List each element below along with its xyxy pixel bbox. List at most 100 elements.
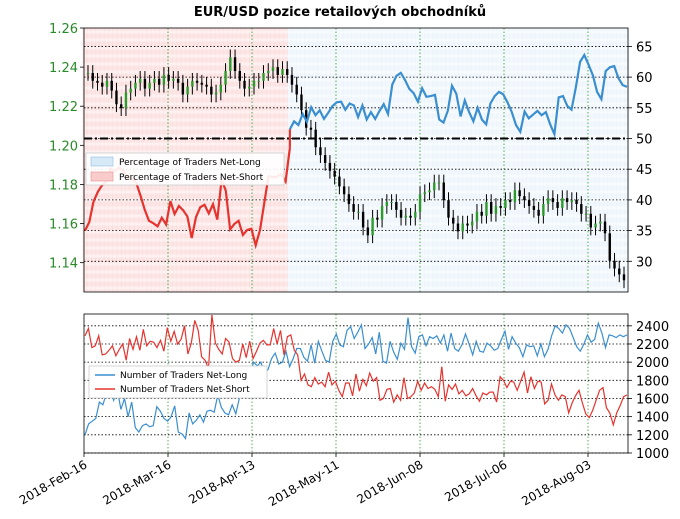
price-body: [433, 182, 436, 191]
price-body: [485, 202, 488, 216]
price-body: [205, 84, 208, 87]
net-long-band: [402, 28, 408, 292]
net-long-band: [577, 28, 583, 292]
upper-legend-box: [85, 152, 285, 186]
legend-label-net-short-count: Number of Traders Net-Short: [120, 385, 250, 395]
price-body: [523, 196, 526, 201]
net-long-band: [424, 28, 429, 292]
price-body: [466, 223, 469, 226]
price-body: [257, 80, 260, 82]
price-body: [565, 198, 569, 203]
price-body: [580, 204, 583, 214]
left-axis-tick-label: 1.26: [49, 22, 78, 37]
legend-label-net-long-pct: Percentage of Traders Net-Long: [119, 158, 261, 168]
price-body: [357, 211, 360, 213]
lower-right-axis-tick-label: 1600: [636, 392, 669, 407]
price-body: [333, 170, 336, 177]
price-body: [575, 200, 578, 204]
price-body: [214, 92, 218, 95]
lower-right-axis-tick-label: 2000: [636, 356, 669, 371]
price-body: [148, 82, 151, 89]
price-body: [129, 88, 132, 93]
price-body: [618, 268, 621, 275]
price-body: [404, 215, 408, 218]
price-body: [162, 74, 166, 85]
price-body: [115, 90, 118, 105]
price-body: [101, 82, 104, 87]
price-body: [532, 205, 536, 210]
net-long-band: [458, 28, 463, 292]
net-long-band: [564, 28, 570, 292]
net-long-band: [599, 28, 604, 292]
net-long-band: [313, 28, 318, 292]
price-body: [508, 200, 512, 203]
net-long-band: [304, 28, 310, 292]
net-long-band: [616, 28, 621, 292]
price-body: [385, 202, 389, 206]
price-body: [414, 211, 417, 218]
price-body: [176, 78, 180, 83]
price-body: [603, 221, 607, 234]
price-body: [489, 202, 493, 214]
price-body: [594, 223, 597, 228]
price-body: [475, 211, 479, 222]
price-body: [105, 80, 109, 87]
net-long-band: [505, 28, 510, 292]
net-long-band: [385, 28, 391, 292]
price-body: [314, 129, 317, 148]
net-long-band: [547, 28, 553, 292]
net-long-band: [453, 28, 459, 292]
x-axis-tick-label: 2018-Feb-16: [17, 457, 90, 507]
price-body: [546, 198, 550, 204]
net-long-band: [483, 28, 489, 292]
lower-legend: Number of Traders Net-Long Number of Tra…: [88, 365, 268, 399]
price-body: [300, 94, 303, 111]
net-long-pct-line: [288, 52, 628, 139]
price-body: [96, 80, 99, 83]
net-short-count-line: [84, 314, 628, 427]
net-long-band: [624, 28, 630, 292]
net-long-band: [530, 28, 536, 292]
net-long-band: [317, 28, 323, 292]
net-long-band: [308, 28, 314, 292]
net-long-band: [517, 28, 523, 292]
price-body: [589, 213, 592, 228]
net-long-band: [573, 28, 579, 292]
net-long-band: [287, 28, 293, 292]
net-long-band: [560, 28, 566, 292]
net-long-band: [581, 28, 587, 292]
price-body: [248, 86, 251, 89]
price-body: [480, 211, 483, 216]
net-long-band: [611, 28, 617, 292]
left-axis-tick-label: 1.22: [49, 100, 78, 115]
right-axis-tick-label: 50: [636, 133, 653, 148]
right-axis-tick-label: 60: [636, 71, 653, 86]
x-axis-tick-label: 2018-May-11: [266, 457, 341, 509]
lower-plot-frame: [83, 313, 629, 454]
net-long-band: [488, 28, 493, 292]
price-body: [191, 80, 194, 87]
net-long-band: [500, 28, 506, 292]
price-body: [542, 204, 545, 216]
price-body: [352, 204, 355, 212]
price-body: [157, 78, 161, 85]
price-body: [276, 67, 279, 75]
price-body: [238, 71, 241, 81]
price-body: [556, 202, 559, 208]
price-body: [608, 233, 611, 261]
price-body: [252, 80, 256, 87]
net-long-band: [291, 28, 297, 292]
net-long-band: [355, 28, 361, 292]
price-body: [442, 182, 445, 201]
net-long-band: [428, 28, 434, 292]
net-long-band: [411, 28, 417, 292]
net-long-band: [496, 28, 502, 292]
price-body: [513, 190, 517, 203]
price-body: [181, 82, 185, 95]
left-axis-tick-label: 1.18: [49, 178, 78, 193]
legend-label-net-long-count: Number of Traders Net-Long: [120, 371, 247, 381]
price-body: [295, 84, 298, 95]
right-axis-tick-label: 30: [636, 255, 653, 270]
net-long-band: [552, 28, 557, 292]
